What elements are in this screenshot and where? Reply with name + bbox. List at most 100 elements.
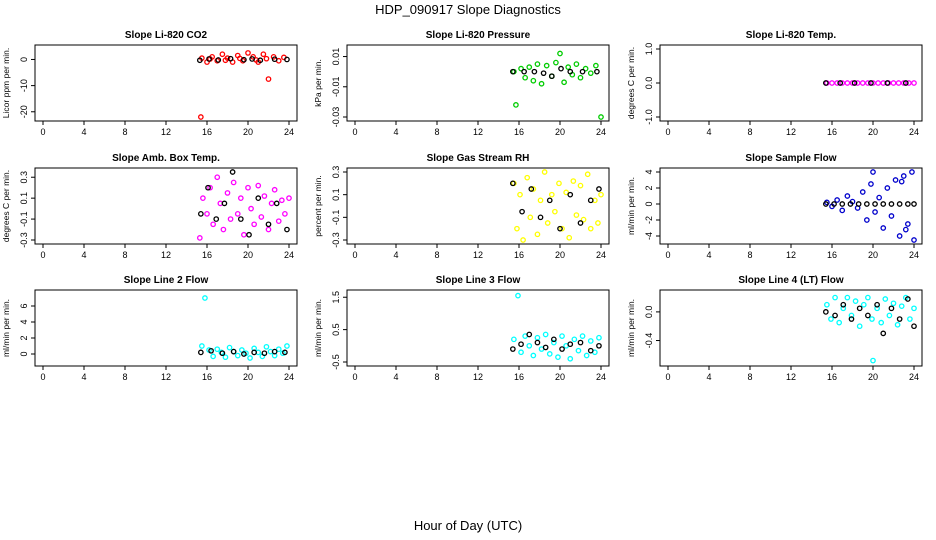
- plot-frame: [34, 167, 298, 245]
- data-point: [854, 80, 861, 86]
- data-point: [222, 57, 229, 64]
- data-point: [245, 50, 251, 56]
- data-point: [900, 173, 907, 179]
- reference-point: [579, 68, 586, 75]
- y-tick-label: 0.3: [19, 171, 29, 184]
- y-tick-label: 4: [19, 319, 29, 324]
- data-point: [517, 191, 523, 198]
- y-tick-label: 6: [19, 303, 29, 308]
- data-point: [520, 237, 526, 243]
- x-tick-label: 4: [706, 127, 711, 137]
- x-tick-label: 24: [284, 250, 294, 260]
- data-point: [587, 338, 594, 344]
- reference-point: [822, 80, 829, 86]
- data-point: [224, 190, 231, 196]
- chart-title: Slope Li-820 Temp.: [746, 30, 837, 41]
- data-point: [258, 214, 265, 220]
- data-point: [844, 294, 851, 301]
- data-point: [894, 321, 901, 328]
- data-point: [200, 195, 206, 202]
- data-point: [265, 76, 272, 82]
- data-point: [202, 295, 208, 301]
- x-tick-label: 4: [81, 127, 86, 137]
- reference-point: [537, 214, 544, 221]
- reference-point: [884, 80, 891, 86]
- data-point: [907, 316, 913, 322]
- data-point: [210, 221, 216, 228]
- chart-title: Slope Amb. Box Temp.: [112, 153, 220, 164]
- reference-point: [567, 191, 574, 198]
- reference-point: [848, 316, 855, 322]
- y-tick-label: 4: [644, 169, 654, 174]
- x-tick-label: 16: [514, 127, 524, 137]
- reference-point: [550, 336, 557, 343]
- reference-point: [208, 347, 214, 354]
- y-tick-label: -1.0: [644, 109, 654, 125]
- reference-point: [577, 339, 584, 346]
- data-point: [515, 292, 521, 299]
- data-point: [534, 61, 541, 67]
- x-tick-label: 16: [827, 250, 837, 260]
- chart-title: Slope Li-820 CO2: [125, 30, 208, 41]
- reference-point: [265, 221, 272, 228]
- data-point: [527, 214, 534, 221]
- x-tick-label: 20: [243, 372, 253, 382]
- reference-point: [557, 225, 563, 232]
- x-tick-label: 8: [122, 127, 127, 137]
- y-axis-label: ml/min per min.: [1, 299, 11, 357]
- data-point: [587, 225, 594, 232]
- reference-point: [896, 201, 903, 207]
- data-point: [513, 102, 519, 108]
- data-point: [227, 216, 234, 222]
- reference-point: [548, 73, 555, 80]
- reference-point: [904, 296, 911, 302]
- reference-point: [241, 351, 247, 357]
- reference-point: [205, 184, 211, 191]
- data-point: [514, 225, 520, 232]
- y-tick-label: 1.5: [331, 291, 341, 304]
- data-point: [840, 305, 847, 312]
- chart-panel-6: Slope Sample Flow ml/min per min. 0 4 8 12 16 2…: [626, 153, 923, 260]
- data-point: [518, 349, 524, 356]
- reference-point: [196, 57, 203, 64]
- data-point: [248, 205, 254, 212]
- chart-title: Slope Li-820 Pressure: [426, 30, 531, 41]
- reference-point: [509, 180, 516, 187]
- reference-point: [587, 347, 594, 354]
- reference-point: [284, 56, 290, 63]
- x-tick-label: 4: [393, 250, 398, 260]
- x-tick-label: 20: [555, 372, 565, 382]
- data-point: [579, 333, 586, 339]
- data-point: [261, 193, 268, 199]
- reference-point: [902, 80, 909, 86]
- x-tick-label: 0: [665, 250, 670, 260]
- data-point: [582, 65, 589, 72]
- y-tick-label: 0: [644, 201, 654, 206]
- reference-point: [911, 323, 917, 330]
- x-tick-label: 12: [161, 250, 171, 260]
- reference-point: [509, 68, 516, 75]
- x-tick-label: 24: [596, 250, 606, 260]
- data-point: [544, 220, 551, 226]
- x-tick-label: 0: [352, 127, 357, 137]
- data-point: [839, 80, 846, 86]
- data-point: [278, 197, 285, 204]
- reference-point: [198, 349, 204, 356]
- data-point: [275, 346, 282, 353]
- reference-point: [540, 70, 547, 77]
- reference-point: [215, 57, 222, 63]
- x-tick-label: 20: [868, 250, 878, 260]
- data-point: [593, 62, 599, 69]
- data-point: [844, 80, 851, 86]
- data-point: [234, 210, 241, 217]
- x-tick-label: 24: [909, 127, 919, 137]
- data-point: [852, 298, 859, 305]
- data-point: [567, 355, 574, 362]
- data-point: [241, 231, 247, 238]
- y-axis-label: ml/min per min.: [313, 299, 323, 357]
- reference-point: [249, 56, 255, 62]
- reference-point: [863, 201, 870, 207]
- reference-point: [518, 341, 524, 348]
- data-point: [598, 191, 604, 198]
- reference-point: [567, 68, 574, 75]
